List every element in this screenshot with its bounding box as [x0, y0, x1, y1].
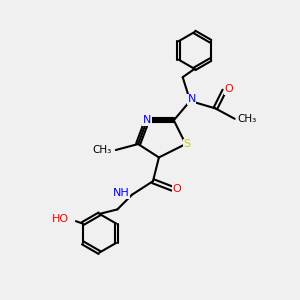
Text: CH₃: CH₃ [92, 145, 111, 155]
Text: O: O [224, 84, 233, 94]
Text: NH: NH [112, 188, 129, 198]
Text: S: S [184, 139, 191, 149]
Text: N: N [143, 115, 151, 125]
Text: CH₃: CH₃ [238, 114, 257, 124]
Text: O: O [172, 184, 181, 194]
Text: HO: HO [52, 214, 69, 224]
Text: N: N [188, 94, 196, 104]
